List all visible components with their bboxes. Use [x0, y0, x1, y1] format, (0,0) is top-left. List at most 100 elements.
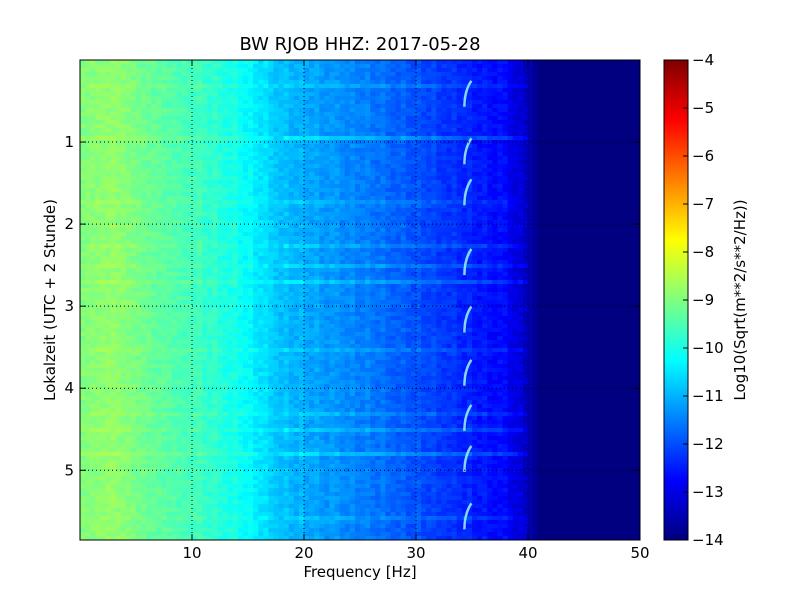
heatmap-cell-4574 — [406, 224, 412, 229]
heatmap-cell-3015 — [309, 168, 315, 173]
heatmap-cell-4424 — [202, 220, 208, 225]
heatmap-cell-3353 — [350, 180, 356, 185]
heatmap-cell-444 — [100, 76, 106, 81]
heatmap-cell-2765 — [156, 160, 162, 165]
heatmap-cell-1572 — [243, 116, 249, 121]
heatmap-cell-1469 — [279, 112, 285, 117]
heatmap-cell-1707 — [370, 120, 376, 125]
heatmap-cell-4256 — [467, 212, 473, 217]
heatmap-cell-4984 — [253, 240, 259, 245]
heatmap-cell-1888 — [172, 128, 178, 133]
heatmap-cell-2886 — [212, 164, 218, 169]
heatmap-cell-4585 — [462, 224, 468, 229]
heatmap-cell-1604 — [406, 116, 412, 121]
heatmap-cell-495 — [360, 76, 366, 81]
heatmap-cell-3649 — [177, 192, 183, 197]
heatmap-cell-4527 — [167, 224, 173, 229]
heatmap-cell-3311 — [136, 180, 142, 185]
heatmap-cell-221 — [85, 68, 91, 73]
heatmap-cell-560 — [131, 80, 137, 85]
heatmap-cell-4361 — [441, 216, 447, 221]
heatmap-cell-1703 — [350, 120, 356, 125]
heatmap-cell-3147 — [421, 172, 427, 177]
heatmap-cell-3487 — [472, 184, 478, 189]
heatmap-cell-2061 — [492, 132, 498, 137]
heatmap-cell-1123 — [197, 100, 203, 105]
heatmap-cell-2904 — [304, 164, 310, 169]
heatmap-cell-2394 — [508, 144, 514, 149]
heatmap-cell-3948 — [579, 200, 585, 205]
heatmap-cell-4054 — [559, 204, 565, 209]
heatmap-cell-3023 — [350, 168, 356, 173]
heatmap-cell-4990 — [284, 240, 290, 245]
heatmap-cell-382 — [345, 72, 351, 77]
heatmap-cell-238 — [172, 68, 178, 73]
heatmap-cell-3008 — [273, 168, 279, 173]
heatmap-cell-3476 — [416, 184, 422, 189]
heatmap-cell-926 — [314, 92, 320, 97]
heatmap-cell-254 — [253, 68, 259, 73]
heatmap-cell-1513 — [503, 112, 509, 117]
heatmap-cell-2274 — [457, 140, 463, 145]
heatmap-cell-4699 — [482, 228, 488, 233]
heatmap-cell-4734 — [100, 232, 106, 237]
heatmap-cell-392 — [396, 72, 402, 77]
heatmap-cell-2784 — [253, 160, 259, 165]
heatmap-cell-2303 — [604, 140, 610, 145]
heatmap-cell-3417 — [116, 184, 122, 189]
heatmap-cell-3725 — [564, 192, 570, 197]
heatmap-cell-474 — [253, 76, 259, 81]
heatmap-cell-295 — [462, 68, 468, 73]
heatmap-cell-832 — [396, 88, 402, 93]
heatmap-cell-2278 — [477, 140, 483, 145]
heatmap-cell-910 — [233, 92, 239, 97]
heatmap-cell-4261 — [492, 212, 498, 217]
heatmap-cell-1828 — [426, 124, 432, 129]
heatmap-cell-2653 — [146, 156, 152, 161]
heatmap-cell-3214 — [202, 176, 208, 181]
heatmap-cell-2329 — [177, 144, 183, 149]
heatmap-cell-2117 — [217, 136, 223, 141]
heatmap-cell-3865 — [156, 200, 162, 205]
heatmap-cell-699 — [279, 84, 285, 89]
heatmap-cell-424 — [559, 72, 565, 77]
heatmap-cell-4138 — [426, 208, 432, 213]
heatmap-cell-3730 — [589, 192, 595, 197]
heatmap-cell-3382 — [497, 180, 503, 185]
heatmap-cell-4912 — [447, 236, 453, 241]
heatmap-cell-2674 — [253, 156, 259, 161]
heatmap-cell-4899 — [380, 236, 386, 241]
heatmap-cell-4770 — [284, 232, 290, 237]
heatmap-cell-449 — [126, 76, 132, 81]
heatmap-cell-4853 — [146, 236, 152, 241]
heatmap-cell-1278 — [426, 104, 432, 109]
heatmap-cell-851 — [492, 88, 498, 93]
heatmap-cell-2376 — [416, 144, 422, 149]
heatmap-cell-1337 — [167, 108, 173, 113]
heatmap-cell-1787 — [217, 124, 223, 129]
heatmap-cell-3166 — [518, 172, 524, 177]
heatmap-cell-3989 — [228, 204, 234, 209]
heatmap-cell-4336 — [314, 216, 320, 221]
heatmap-cell-566 — [161, 80, 167, 85]
heatmap-cell-3677 — [319, 192, 325, 197]
heatmap-cell-4296 — [111, 216, 117, 221]
heatmap-cell-390 — [385, 72, 391, 77]
heatmap-cell-2816 — [416, 160, 422, 165]
heatmap-cell-236 — [161, 68, 167, 73]
heatmap-cell-4178 — [630, 208, 636, 213]
heatmap-cell-2531 — [85, 152, 91, 157]
heatmap-cell-4071 — [85, 208, 91, 213]
heatmap-cell-2902 — [294, 164, 300, 169]
heatmap-cell-4914 — [457, 236, 463, 241]
heatmap-cell-3736 — [620, 192, 626, 197]
heatmap-cell-2712 — [447, 156, 453, 161]
heatmap-cell-334 — [100, 72, 106, 77]
heatmap-cell-4933 — [553, 236, 559, 241]
heatmap-cell-4551 — [289, 224, 295, 229]
heatmap-cell-4521 — [136, 224, 142, 229]
heatmap-cell-1185 — [513, 100, 519, 105]
heatmap-cell-1597 — [370, 116, 376, 121]
heatmap-cell-2996 — [212, 168, 218, 173]
heatmap-cell-337 — [116, 72, 122, 77]
